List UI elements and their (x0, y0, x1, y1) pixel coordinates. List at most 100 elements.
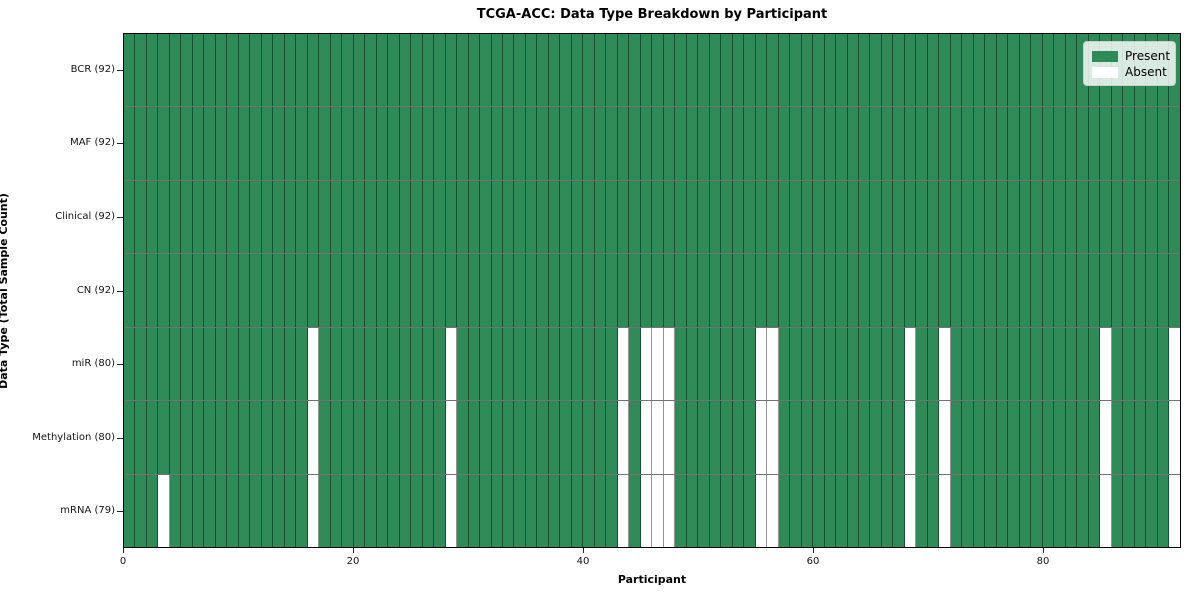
heatmap-cell (537, 254, 549, 327)
heatmap-cell (204, 107, 216, 180)
heatmap-cell (434, 327, 446, 401)
heatmap-cell (261, 401, 274, 474)
heatmap-cell (904, 401, 917, 474)
heatmap-cell (146, 254, 159, 327)
heatmap-cell (1111, 180, 1124, 254)
heatmap-cell (1042, 474, 1055, 547)
heatmap-cell (744, 401, 756, 474)
heatmap-cell (881, 254, 894, 327)
heatmap-cell (732, 34, 745, 107)
heatmap-cell (261, 34, 274, 107)
heatmap-cell (778, 327, 791, 401)
heatmap-cell (284, 327, 297, 401)
heatmap-cell (1054, 107, 1066, 180)
heatmap-cell (365, 107, 377, 180)
heatmap-cell (927, 327, 940, 401)
heatmap-cell (870, 327, 882, 401)
heatmap-cell (1134, 327, 1147, 401)
heatmap-cell (457, 474, 469, 547)
heatmap-cell (939, 401, 951, 474)
heatmap-cell (801, 107, 814, 180)
heatmap-cell (411, 401, 423, 474)
heatmap-cell (663, 401, 676, 474)
heatmap-cell (881, 180, 894, 254)
heatmap-cell (215, 107, 228, 180)
heatmap-cell (985, 474, 997, 547)
heatmap-cell (1111, 474, 1124, 547)
heatmap-cell (1019, 327, 1032, 401)
heatmap-cell (836, 401, 848, 474)
heatmap-cell (1042, 34, 1055, 107)
heatmap-cell (411, 180, 423, 254)
heatmap-cell (1146, 180, 1158, 254)
heatmap-cell (1054, 254, 1066, 327)
heatmap-cell (548, 401, 561, 474)
heatmap-cell (250, 401, 262, 474)
heatmap-cell (847, 107, 859, 180)
heatmap-cell (480, 254, 492, 327)
heatmap-cell (192, 34, 205, 107)
heatmap-cell (927, 180, 940, 254)
heatmap-cell (169, 474, 182, 547)
heatmap-cell (594, 180, 607, 254)
legend-entry: Present (1092, 48, 1170, 64)
heatmap-cell (124, 474, 136, 547)
heatmap-cell (1169, 474, 1180, 547)
heatmap-cell (1065, 180, 1078, 254)
heatmap-cell (307, 327, 320, 401)
heatmap-cell (1077, 474, 1089, 547)
x-tick-label: 20 (346, 556, 360, 567)
heatmap-cell (319, 327, 331, 401)
heatmap-cell (330, 254, 343, 327)
heatmap-cell (813, 34, 825, 107)
heatmap-cell (169, 401, 182, 474)
heatmap-cell (227, 180, 239, 254)
legend-label: Absent (1125, 65, 1167, 79)
heatmap-cell (962, 107, 974, 180)
heatmap-cell (801, 180, 814, 254)
heatmap-cell (146, 180, 159, 254)
heatmap-cell (755, 401, 768, 474)
heatmap-cell (721, 327, 733, 401)
heatmap-cell (813, 474, 825, 547)
heatmap-cell (525, 474, 538, 547)
heatmap-cell (916, 107, 928, 180)
heatmap-cell (480, 107, 492, 180)
heatmap-row (124, 474, 1180, 547)
heatmap-cell (755, 254, 768, 327)
heatmap-cell (330, 180, 343, 254)
heatmap-cell (801, 474, 814, 547)
heatmap-cell (744, 327, 756, 401)
heatmap-cell (238, 107, 251, 180)
heatmap-cell (422, 254, 435, 327)
heatmap-cell (307, 180, 320, 254)
heatmap-cell (893, 327, 905, 401)
heatmap-cell (422, 180, 435, 254)
heatmap-cell (548, 254, 561, 327)
heatmap-cell (434, 34, 446, 107)
heatmap-cell (273, 327, 285, 401)
legend-entry: Absent (1092, 64, 1167, 80)
heatmap-cell (652, 254, 664, 327)
heatmap-cell (583, 180, 595, 254)
heatmap-cell (686, 34, 699, 107)
heatmap-cell (560, 254, 572, 327)
heatmap-cell (1008, 34, 1020, 107)
x-axis-title: Participant (617, 573, 687, 586)
heatmap-cell (1008, 254, 1020, 327)
heatmap-cell (1157, 254, 1170, 327)
heatmap-cell (870, 474, 882, 547)
heatmap-cell (215, 34, 228, 107)
heatmap-cell (491, 34, 503, 107)
heatmap-cell (767, 254, 779, 327)
heatmap-cell (560, 401, 572, 474)
heatmap-cell (284, 254, 297, 327)
heatmap-cell (284, 474, 297, 547)
heatmap-cell (652, 474, 664, 547)
heatmap-cell (250, 327, 262, 401)
heatmap-cell (950, 474, 963, 547)
heatmap-cell (1123, 401, 1135, 474)
heatmap-cell (135, 327, 147, 401)
heatmap-cell (583, 474, 595, 547)
heatmap-cell (1169, 107, 1180, 180)
